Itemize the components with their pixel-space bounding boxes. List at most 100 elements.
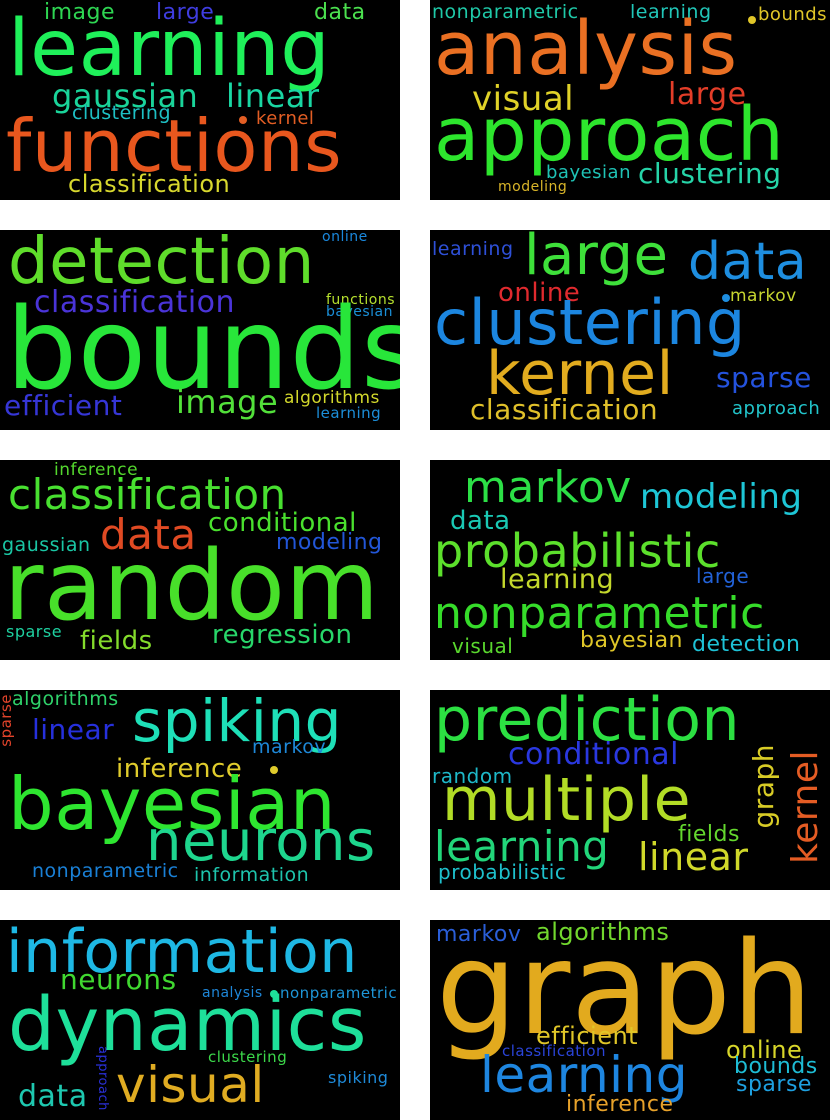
word: regression bbox=[212, 620, 353, 650]
word: online bbox=[498, 278, 581, 308]
word-cloud-panel-2: nonparametric learning bounds analysis v… bbox=[430, 0, 830, 200]
word: data bbox=[688, 232, 808, 292]
word: visual bbox=[116, 1056, 265, 1114]
word: multiple bbox=[442, 765, 692, 835]
word: clustering bbox=[434, 286, 746, 359]
word: dynamics bbox=[8, 982, 367, 1068]
word: neurons bbox=[60, 963, 177, 996]
word: classification bbox=[34, 285, 236, 320]
word: bounds bbox=[6, 285, 400, 415]
word-cloud-panel-10: markov algorithms graph efficient classi… bbox=[430, 920, 830, 1120]
word: modeling bbox=[498, 179, 568, 195]
word: bayesian bbox=[8, 762, 336, 846]
word: bounds bbox=[734, 1054, 818, 1079]
word: sparse bbox=[0, 694, 15, 747]
word: classification bbox=[502, 1042, 607, 1060]
word: large bbox=[156, 0, 215, 25]
word: clustering bbox=[72, 102, 171, 124]
word: clustering bbox=[638, 157, 782, 190]
word: bayesian bbox=[546, 162, 631, 183]
word: classification bbox=[68, 170, 231, 198]
word: data bbox=[18, 1079, 88, 1114]
word-cloud-panel-5: inference classification data conditiona… bbox=[0, 460, 400, 660]
word: learning bbox=[480, 1046, 688, 1104]
word: markov bbox=[730, 286, 797, 306]
word: modeling bbox=[276, 530, 383, 555]
word: efficient bbox=[4, 389, 123, 422]
word: sparse bbox=[716, 361, 812, 394]
word: bounds bbox=[758, 4, 828, 25]
word: bayesian bbox=[580, 628, 683, 653]
word: inference bbox=[54, 460, 139, 480]
word: kernel bbox=[486, 339, 674, 409]
dot bbox=[722, 294, 730, 302]
word: functions bbox=[6, 104, 343, 188]
word: markov bbox=[464, 462, 632, 513]
word: classification bbox=[470, 393, 659, 426]
word-cloud-panel-4: learning large data online markov cluste… bbox=[430, 230, 830, 430]
word: learning bbox=[500, 564, 615, 595]
word: large bbox=[524, 230, 669, 288]
word-cloud-panel-1: image large data learning gaussian linea… bbox=[0, 0, 400, 200]
word: approach bbox=[95, 1046, 110, 1111]
word-cloud-panel-3: detection online classification function… bbox=[0, 230, 400, 430]
word: visual bbox=[452, 634, 514, 658]
word: sparse bbox=[736, 1072, 812, 1097]
dot bbox=[270, 766, 278, 774]
word: probabilistic bbox=[438, 860, 567, 884]
word: detection bbox=[692, 632, 801, 657]
word: efficient bbox=[536, 1022, 639, 1050]
word: random bbox=[4, 530, 380, 642]
word: markov bbox=[436, 922, 522, 947]
word: data bbox=[100, 510, 197, 559]
word: graph bbox=[436, 920, 814, 1064]
word: approach bbox=[434, 92, 785, 178]
word: linear bbox=[226, 77, 320, 115]
word: inference bbox=[116, 754, 243, 784]
word: detection bbox=[8, 230, 315, 299]
word: random bbox=[432, 764, 513, 788]
word: algorithms bbox=[284, 388, 380, 408]
word: large bbox=[668, 77, 747, 112]
word: nonparametric bbox=[434, 588, 765, 639]
word: visual bbox=[472, 79, 575, 119]
word: probabilistic bbox=[434, 524, 721, 578]
word: approach bbox=[732, 398, 821, 419]
word: neurons bbox=[146, 809, 376, 874]
word: nonparametric bbox=[280, 984, 398, 1002]
word: data bbox=[450, 506, 511, 536]
word: functions bbox=[326, 292, 395, 308]
word-cloud-panel-8: prediction conditional random graph kern… bbox=[430, 690, 830, 890]
word: information bbox=[6, 920, 358, 987]
word: spiking bbox=[328, 1068, 389, 1087]
word: gaussian bbox=[2, 534, 91, 556]
word: learning bbox=[630, 1, 712, 23]
word: data bbox=[314, 0, 366, 25]
word: nonparametric bbox=[32, 860, 179, 882]
word: large bbox=[696, 564, 750, 588]
word: learning bbox=[8, 4, 331, 94]
word: markov bbox=[252, 736, 327, 758]
word: spiking bbox=[132, 690, 342, 755]
word: bayesian bbox=[326, 304, 393, 320]
word: algorithms bbox=[12, 690, 119, 710]
word: learning bbox=[316, 404, 382, 422]
dot bbox=[239, 116, 247, 124]
word: algorithms bbox=[536, 920, 670, 946]
word: nonparametric bbox=[432, 1, 579, 23]
word: prediction bbox=[434, 690, 741, 755]
word: gaussian bbox=[52, 77, 199, 115]
word: graph bbox=[747, 744, 780, 829]
word: analysis bbox=[434, 6, 738, 92]
dot bbox=[270, 990, 278, 998]
word: classification bbox=[8, 470, 287, 519]
word: online bbox=[322, 230, 368, 245]
word: conditional bbox=[508, 737, 679, 772]
word: kernel bbox=[256, 108, 315, 129]
word: inference bbox=[566, 1092, 674, 1117]
word: kernel bbox=[785, 750, 826, 864]
word: learning bbox=[432, 238, 514, 260]
word-cloud-panel-9: information neurons analysis nonparametr… bbox=[0, 920, 400, 1120]
word: information bbox=[194, 864, 310, 886]
word: image bbox=[176, 383, 279, 421]
